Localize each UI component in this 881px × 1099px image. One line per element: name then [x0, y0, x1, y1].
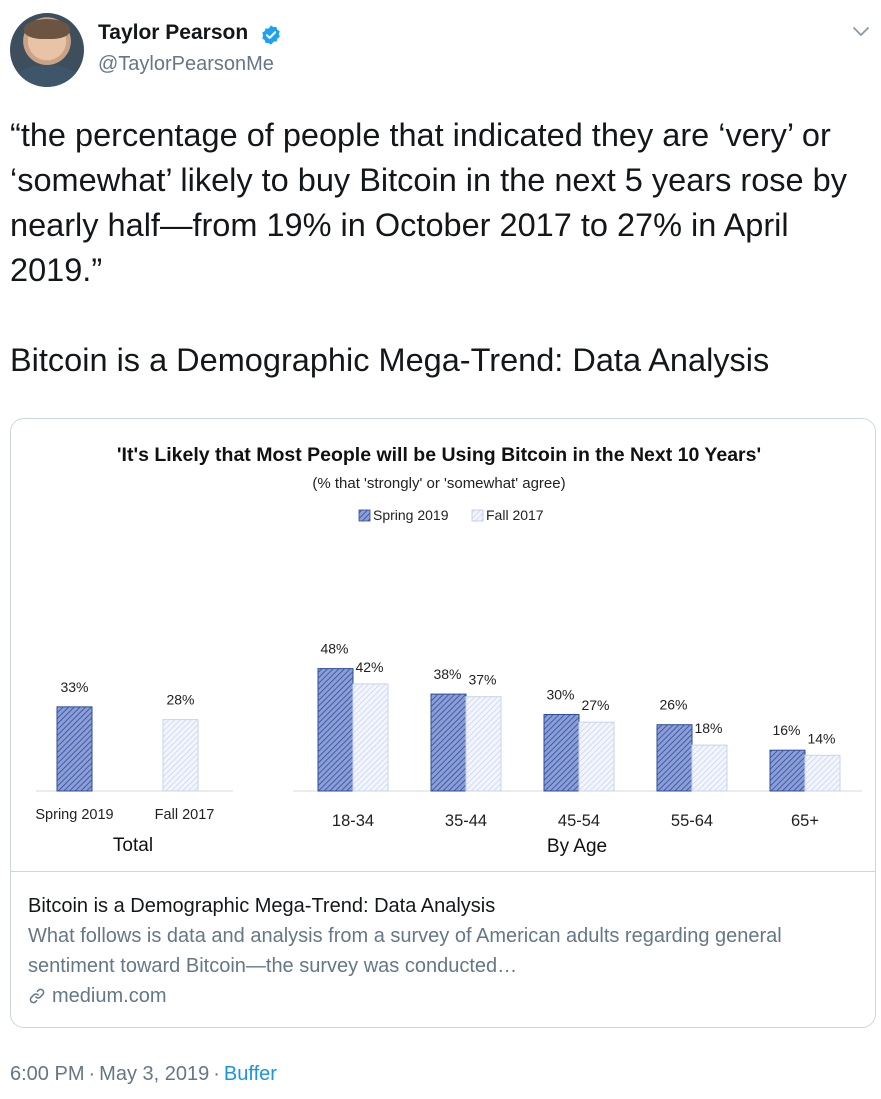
- tweet-header: Taylor Pearson @TaylorPearsonMe: [0, 0, 881, 100]
- card-image-chart: 'It's Likely that Most People will be Us…: [11, 419, 875, 872]
- age-bar-fall-2017: [691, 744, 728, 792]
- age-bar-spring-2019: [543, 714, 580, 792]
- legend-swatch-fall-2017: [471, 509, 484, 522]
- age-fall-value-label: 37%: [468, 672, 496, 688]
- card-domain-row: medium.com: [28, 981, 858, 1011]
- total-value-label: 33%: [60, 679, 88, 695]
- age-bar-fall-2017: [578, 721, 615, 792]
- age-fall-value-label: 42%: [355, 659, 383, 675]
- chart-legend: Spring 2019 Fall 2017: [358, 507, 544, 523]
- age-tick-label: 55-64: [671, 812, 713, 830]
- total-tick-label: Fall 2017: [155, 807, 215, 823]
- chart-title: 'It's Likely that Most People will be Us…: [117, 444, 761, 466]
- legend-swatch-spring-2019: [358, 509, 371, 522]
- chevron-down-icon[interactable]: [852, 25, 870, 39]
- link-icon: [29, 988, 45, 1004]
- age-bar-spring-2019: [430, 693, 467, 792]
- bar-chart: 'It's Likely that Most People will be Us…: [35, 444, 862, 857]
- age-spring-value-label: 16%: [772, 722, 800, 738]
- verified-badge-icon: [262, 25, 280, 45]
- age-spring-value-label: 26%: [659, 697, 687, 713]
- card-info: Bitcoin is a Demographic Mega-Trend: Dat…: [28, 891, 858, 1011]
- avatar[interactable]: [10, 13, 84, 87]
- age-bar-fall-2017: [804, 754, 841, 792]
- age-group-label: By Age: [547, 836, 607, 857]
- total-bar-fall-2017: [162, 719, 199, 792]
- age-tick-label: 18-34: [332, 812, 374, 830]
- age-fall-value-label: 14%: [807, 730, 835, 746]
- user-handle[interactable]: @TaylorPearsonMe: [98, 53, 274, 75]
- card-title: Bitcoin is a Demographic Mega-Trend: Dat…: [28, 895, 496, 917]
- tweet-time[interactable]: 6:00 PM: [10, 1063, 85, 1085]
- age-bar-fall-2017: [465, 696, 502, 792]
- age-bar-fall-2017: [352, 683, 389, 792]
- user-name[interactable]: Taylor Pearson: [98, 21, 249, 44]
- age-spring-value-label: 38%: [433, 666, 461, 682]
- age-spring-value-label: 48%: [320, 641, 348, 657]
- total-tick-label: Spring 2019: [35, 807, 113, 823]
- legend-label-spring-2019: Spring 2019: [373, 507, 449, 523]
- total-bar-spring-2019: [56, 706, 93, 792]
- total-group-label: Total: [113, 835, 153, 856]
- age-tick-label: 35-44: [445, 812, 487, 830]
- card-description: What follows is data and analysis from a…: [28, 925, 782, 977]
- tweet-title-line: Bitcoin is a Demographic Mega-Trend: Dat…: [10, 342, 770, 378]
- age-tick-label: 65+: [791, 812, 819, 830]
- age-fall-value-label: 27%: [581, 697, 609, 713]
- age-tick-label: 45-54: [558, 812, 600, 830]
- age-fall-value-label: 18%: [694, 720, 722, 736]
- total-value-label: 28%: [166, 692, 194, 708]
- age-bar-spring-2019: [656, 724, 693, 792]
- age-bar-spring-2019: [317, 668, 354, 792]
- legend-label-fall-2017: Fall 2017: [486, 507, 544, 523]
- link-card[interactable]: 'It's Likely that Most People will be Us…: [10, 418, 876, 1028]
- chart-subtitle: (% that 'strongly' or 'somewhat' agree): [312, 475, 565, 492]
- tweet-footer: 6:00 PM · May 3, 2019 · Buffer: [10, 1063, 277, 1085]
- tweet-date[interactable]: May 3, 2019: [99, 1063, 210, 1085]
- age-bar-spring-2019: [769, 749, 806, 792]
- card-domain: medium.com: [52, 985, 167, 1007]
- age-spring-value-label: 30%: [546, 687, 574, 703]
- tweet-source-app[interactable]: Buffer: [223, 1063, 277, 1085]
- tweet-text: “the percentage of people that indicated…: [10, 117, 857, 288]
